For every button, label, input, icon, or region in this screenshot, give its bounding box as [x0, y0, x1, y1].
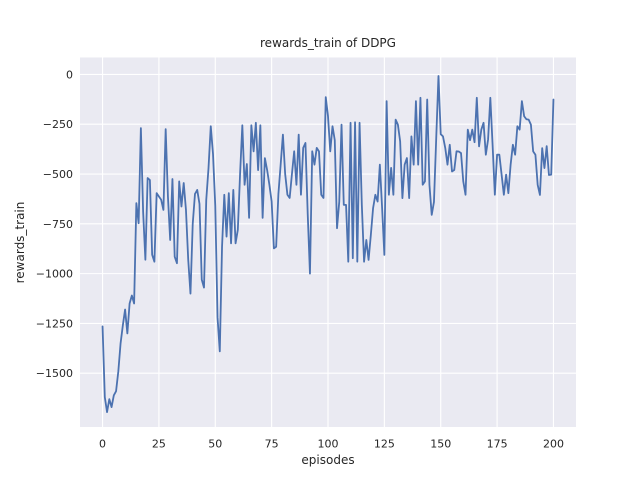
x-tick-label: 25 [152, 438, 166, 451]
x-tick-label: 200 [543, 438, 564, 451]
y-tick-label: −250 [43, 118, 73, 131]
rewards-train-line [101, 75, 555, 413]
y-tick-labels: 0 −250 −500 −750 −1000 −1250 −1500 [36, 68, 73, 380]
x-tick-label: 150 [430, 438, 451, 451]
y-tick-label: −500 [43, 168, 73, 181]
x-axis-label: episodes [301, 453, 354, 467]
chart-title: rewards_train of DDPG [260, 36, 396, 50]
x-tick-label: 175 [487, 438, 508, 451]
y-tick-label: −1000 [36, 268, 73, 281]
y-axis-label: rewards_train [13, 202, 27, 284]
x-tick-label: 125 [374, 438, 395, 451]
y-tick-label: −1500 [36, 367, 73, 380]
x-tick-label: 75 [265, 438, 279, 451]
y-tick-label: −1250 [36, 317, 73, 330]
y-tick-label: 0 [66, 68, 73, 81]
y-tick-label: −750 [43, 218, 73, 231]
x-tick-label: 100 [318, 438, 339, 451]
x-tick-label: 50 [208, 438, 222, 451]
x-tick-labels: 0 25 50 75 100 125 150 175 200 [99, 438, 564, 451]
x-tick-label: 0 [99, 438, 106, 451]
